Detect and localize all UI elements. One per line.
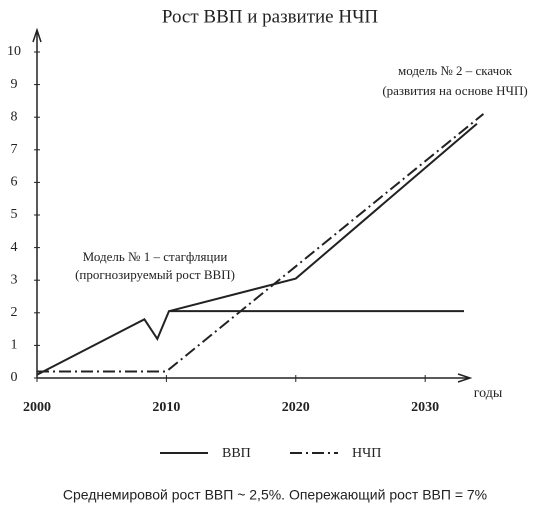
y-tick-label: 5 — [11, 207, 18, 222]
x-tick-label: 2010 — [152, 400, 180, 415]
footnote: Среднемировой рост ВВП ~ 2,5%. Опережающ… — [63, 487, 487, 503]
annotation: (прогнозируемый рост ВВП) — [75, 267, 235, 282]
x-tick-label: 2000 — [23, 400, 51, 415]
y-tick-label: 9 — [11, 77, 18, 92]
x-axis-label: годы — [474, 386, 503, 401]
y-tick-label: 2 — [11, 305, 18, 320]
y-tick-label: 3 — [11, 272, 18, 287]
annotation: модель № 2 – скачок — [398, 63, 513, 78]
y-tick-label: 8 — [11, 109, 18, 124]
y-tick-label: 6 — [11, 175, 18, 190]
x-tick-label: 2020 — [282, 400, 310, 415]
y-tick-label: 4 — [11, 240, 18, 255]
y-tick-label: 7 — [11, 142, 18, 157]
y-tick-label: 0 — [11, 370, 18, 385]
y-axis-arrow — [32, 27, 42, 43]
legend-label: ВВП — [222, 446, 251, 461]
annotation: (развития на основе НЧП) — [382, 83, 527, 98]
series-line — [37, 113, 485, 373]
x-tick-label: 2030 — [411, 400, 439, 415]
annotation: Модель № 1 – стагфляции — [83, 249, 228, 264]
series-line — [36, 122, 478, 376]
y-tick-label: 10 — [7, 44, 21, 59]
chart-title: Рост ВВП и развитие НЧП — [162, 6, 379, 27]
x-axis-arrow — [457, 373, 473, 383]
legend-label: НЧП — [352, 446, 381, 461]
y-tick-label: 1 — [11, 338, 18, 353]
